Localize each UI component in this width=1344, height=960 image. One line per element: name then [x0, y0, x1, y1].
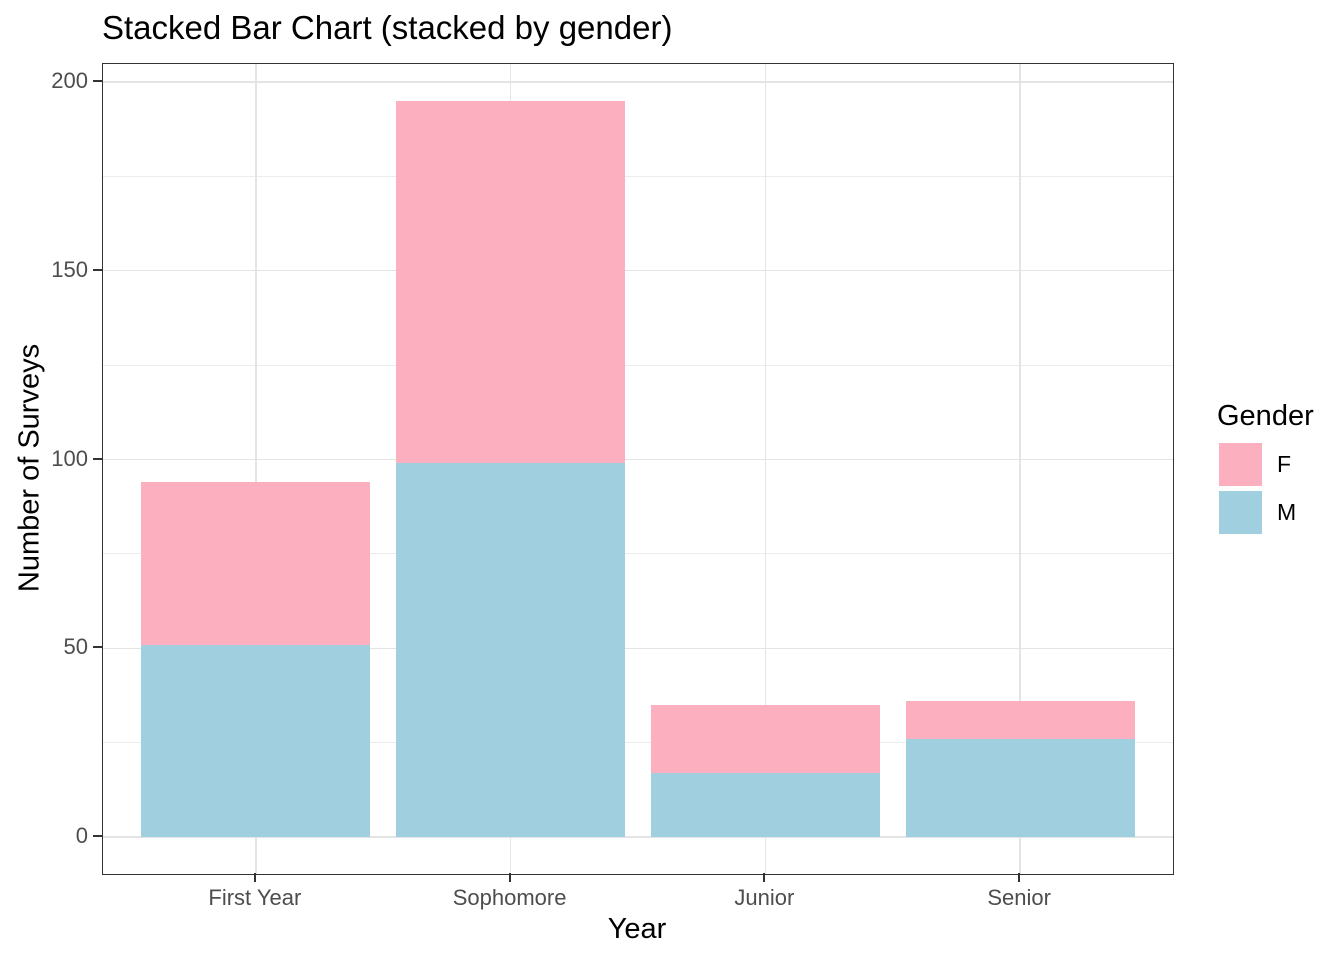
bar-segment-junior-F — [650, 705, 881, 773]
y-tick-label-150: 150 — [51, 256, 88, 282]
x-tick-label-2: Junior — [734, 885, 795, 910]
gridline-minor-y-75 — [103, 553, 1173, 555]
gridline-major-x-2 — [764, 64, 767, 874]
legend-label-M: M — [1277, 499, 1297, 525]
bar-segment-junior-M — [650, 772, 881, 838]
gridline-minor-y-25 — [103, 742, 1173, 744]
bar-segment-senior-F — [905, 701, 1135, 739]
gridline-major-y-150 — [103, 269, 1173, 272]
y-tick-label-100: 100 — [51, 445, 88, 471]
gridline-major-y-50 — [103, 647, 1173, 650]
x-tick-2 — [763, 873, 766, 882]
y-tick-label-200: 200 — [51, 67, 88, 93]
legend-entry-F: F — [1219, 443, 1314, 486]
bar-segment-first-year-M — [141, 644, 371, 838]
legend-key-M — [1219, 491, 1262, 534]
bar-segment-first-year-F — [141, 482, 371, 645]
gridline-minor-y-125 — [103, 364, 1173, 366]
legend-title: Gender — [1217, 400, 1314, 432]
bar-segment-sophomore-M — [395, 463, 626, 838]
legend-key-F — [1219, 443, 1262, 486]
y-tick-label-50: 50 — [63, 634, 88, 660]
gridline-major-y-200 — [103, 81, 1173, 83]
x-tick-label-0: First Year — [208, 885, 302, 910]
x-tick-1 — [508, 873, 511, 882]
legend-label-F: F — [1277, 451, 1292, 477]
y-tick-0 — [93, 835, 102, 838]
x-tick-0 — [253, 873, 256, 882]
y-tick-200 — [93, 79, 102, 82]
bar-segment-sophomore-F — [395, 100, 626, 464]
x-tick-3 — [1018, 873, 1021, 882]
gridline-major-x-3 — [1019, 64, 1021, 874]
x-tick-label-3: Senior — [987, 885, 1051, 910]
chart-title: Stacked Bar Chart (stacked by gender) — [102, 9, 673, 46]
y-tick-50 — [93, 646, 102, 649]
plot-panel — [102, 63, 1174, 875]
gridline-major-y-100 — [103, 458, 1173, 461]
x-axis-title: Year — [607, 913, 667, 945]
y-tick-150 — [93, 268, 102, 271]
y-tick-label-0: 0 — [75, 823, 88, 849]
legend-entry-M: M — [1219, 491, 1314, 534]
x-tick-label-1: Sophomore — [452, 885, 567, 910]
bar-segment-senior-M — [905, 739, 1135, 838]
y-tick-100 — [93, 457, 102, 460]
gridline-minor-y-175 — [103, 175, 1173, 177]
gridline-major-y-0 — [103, 836, 1173, 838]
gridline-major-x-0 — [255, 64, 257, 874]
